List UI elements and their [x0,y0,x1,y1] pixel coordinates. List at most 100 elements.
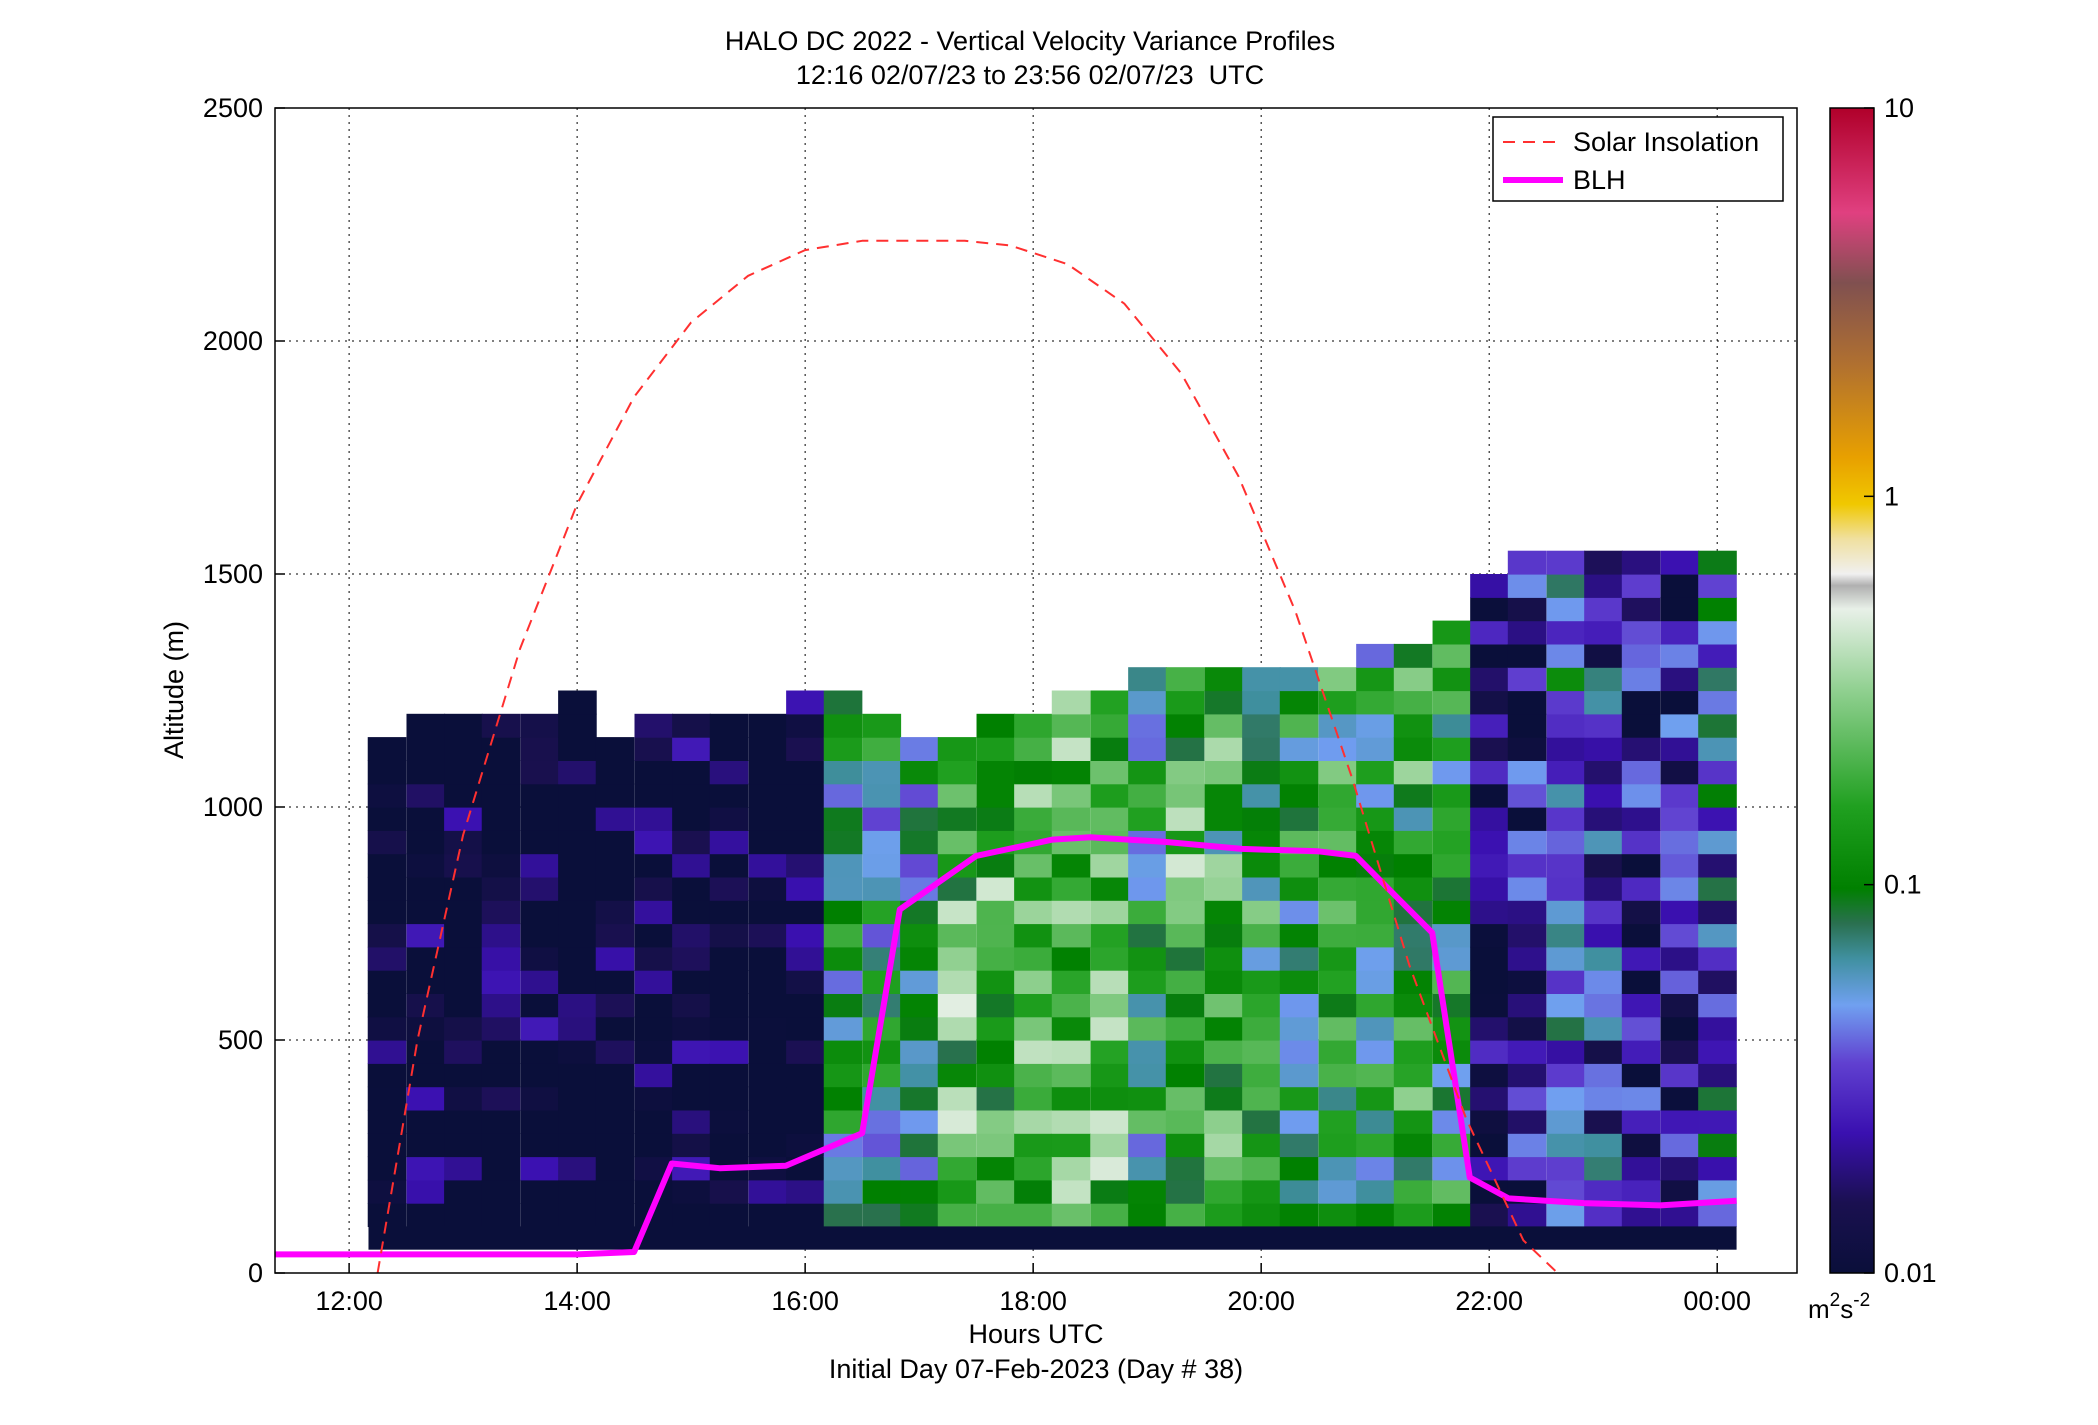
heatmap-cell [595,923,635,948]
heatmap-cell [1393,1109,1433,1134]
heatmap-cell [558,853,597,878]
heatmap-cell [367,830,407,855]
heatmap-cell [1584,643,1623,668]
heatmap-cell [1165,876,1205,901]
heatmap-cell [481,1040,521,1064]
heatmap-cell [520,1133,560,1158]
heatmap-cell [1393,737,1433,761]
heatmap-cell [1165,667,1205,692]
heatmap-cell [1051,1086,1091,1111]
heatmap-cell [1014,970,1053,994]
heatmap-cell [1279,690,1319,715]
heatmap-cell [406,1133,446,1158]
heatmap-cell [520,737,560,761]
heatmap-cell [1279,923,1319,948]
heatmap-cell [406,1203,446,1227]
heatmap-cell [1393,643,1433,668]
heatmap-cell [1165,1179,1205,1204]
heatmap-cell [406,993,446,1018]
heatmap-cell [748,970,788,994]
heatmap-cell [406,807,446,831]
heatmap-cell [367,1109,407,1134]
heatmap-cell [1621,760,1661,785]
heatmap-cell [634,830,674,855]
heatmap-cell [1660,574,1700,598]
heatmap-cell [634,807,674,831]
heatmap-cell [1356,713,1395,738]
heatmap-cell [1356,830,1395,855]
heatmap-cell [406,1179,446,1204]
heatmap-cell [1432,1203,1472,1227]
heatmap-cell [1546,737,1586,761]
heatmap-cell [862,1133,902,1158]
heatmap-cell [1279,1133,1319,1158]
heatmap-cell [406,1040,446,1064]
heatmap-cell [1660,830,1700,855]
heatmap-cell [558,690,597,715]
x-tick-label: 12:00 [315,1286,383,1316]
heatmap-cell [1393,713,1433,738]
heatmap-cell [1584,876,1623,901]
heatmap-cell [1507,1016,1547,1041]
heatmap-cell [1584,946,1623,971]
heatmap-cell [1242,946,1281,971]
heatmap-cell [444,876,483,901]
heatmap-cell [748,900,788,925]
heatmap-cell [900,1203,939,1227]
heatmap-cell [1432,783,1472,808]
heatmap-cell [595,1109,635,1134]
heatmap-cell [937,993,977,1018]
heatmap-cell [444,737,483,761]
heatmap-cell [1470,597,1509,622]
heatmap-cell [1507,876,1547,901]
heatmap-cell [1128,900,1167,925]
heatmap-cell [1470,830,1509,855]
heatmap-cell [1507,1063,1547,1088]
heatmap-cell [1621,853,1661,878]
heatmap-cell [1279,1156,1319,1181]
heatmap-cell [1393,1040,1433,1064]
heatmap-cell [1356,1156,1395,1181]
heatmap-cell [1584,597,1623,622]
heatmap-cell [481,1203,521,1227]
heatmap-cell [823,1203,863,1227]
x-tick-label: 00:00 [1683,1286,1751,1316]
heatmap-cell [558,1040,597,1064]
heatmap-cell [558,713,597,738]
heatmap-cell [367,970,407,994]
heatmap-cell [900,1063,939,1088]
heatmap-cell [1698,1040,1737,1064]
heatmap-cell [1242,1063,1281,1088]
heatmap-cell [1584,713,1623,738]
heatmap-cell [634,1040,674,1064]
heatmap-cell [520,1063,560,1088]
heatmap-cell [1621,1040,1661,1064]
heatmap-cell [1242,1133,1281,1158]
heatmap-cell [558,783,597,808]
y-axis-label: Altitude (m) [159,621,189,759]
heatmap-cell [444,830,483,855]
heatmap-cell [1584,1109,1623,1134]
heatmap-cell [1584,760,1623,785]
heatmap-cell [937,1156,977,1181]
heatmap-cell [823,900,863,925]
heatmap-cell [1546,1179,1586,1204]
heatmap-cell [1318,1179,1358,1204]
heatmap-cell [1546,760,1586,785]
heatmap-cell [900,946,939,971]
heatmap-cell [1621,597,1661,622]
heatmap-cell [1356,1179,1395,1204]
heatmap-cell [1204,783,1244,808]
heatmap-cell [1546,667,1586,692]
heatmap-cell [1660,1156,1700,1181]
heatmap-cell [1090,1203,1130,1227]
heatmap-cell [900,1156,939,1181]
heatmap-cell [1165,1133,1205,1158]
heatmap-cell [900,830,939,855]
heatmap-cell [520,993,560,1018]
heatmap-cell [1507,1040,1547,1064]
heatmap-cell [900,1016,939,1041]
heatmap-cell [1507,1086,1547,1111]
heatmap-cell [709,1179,749,1204]
heatmap-cell [1507,946,1547,971]
